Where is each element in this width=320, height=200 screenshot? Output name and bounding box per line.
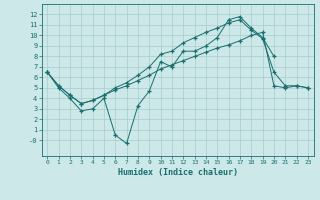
X-axis label: Humidex (Indice chaleur): Humidex (Indice chaleur) (118, 168, 237, 177)
